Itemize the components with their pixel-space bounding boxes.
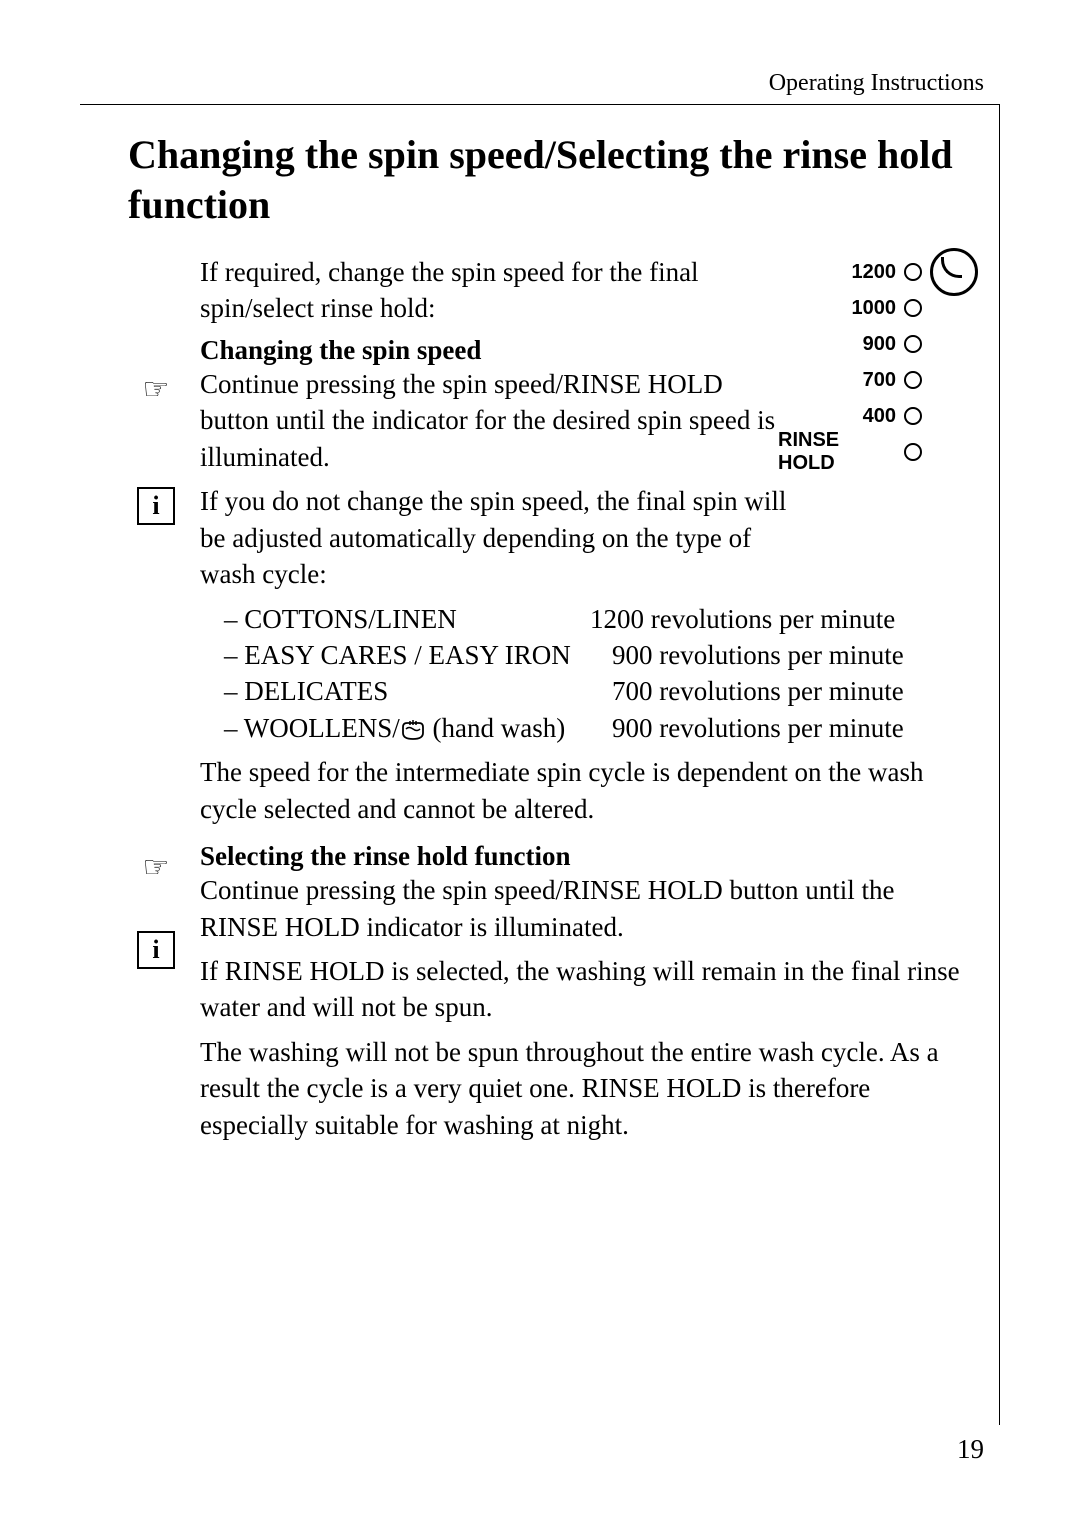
spin-speed-panel: 1200 1000 900 700 400 RINSE HOLD bbox=[778, 254, 978, 470]
info-icon: i bbox=[134, 488, 178, 524]
intermediate-note: The speed for the intermediate spin cycl… bbox=[200, 754, 970, 827]
spin-option-row: 900 bbox=[778, 326, 978, 362]
rpm-value: 1200 revolutions per minute bbox=[590, 601, 970, 637]
pointing-hand-icon: ☞ bbox=[134, 372, 178, 408]
led-icon bbox=[904, 335, 922, 353]
header-section-label: Operating Instructions bbox=[769, 70, 984, 97]
subheading-rinse-hold: Selecting the rinse hold function bbox=[200, 841, 970, 872]
led-icon bbox=[904, 299, 922, 317]
rpm-label-prefix: – WOOLLENS/ bbox=[224, 713, 400, 743]
led-icon bbox=[904, 443, 922, 461]
intro-paragraph: If required, change the spin speed for t… bbox=[200, 254, 740, 327]
pointing-hand-icon: ☞ bbox=[134, 850, 178, 886]
spin-option-label: 900 bbox=[863, 333, 896, 356]
rpm-row: – DELICATES 700 revolutions per minute bbox=[200, 673, 970, 709]
rpm-label: – COTTONS/LINEN bbox=[200, 601, 590, 637]
spin-option-label: 1000 bbox=[852, 297, 897, 320]
rpm-label: – WOOLLENS/ (hand wash) bbox=[200, 710, 590, 746]
spin-dial-icon bbox=[930, 248, 978, 296]
rpm-value: 900 revolutions per minute bbox=[590, 710, 970, 746]
spin-option-label: RINSE HOLD bbox=[778, 429, 896, 475]
rinse-info-p2: The washing will not be spun throughout … bbox=[200, 1034, 970, 1143]
rpm-label: – DELICATES bbox=[200, 673, 590, 709]
rpm-row: – WOOLLENS/ (hand wash) 900 revolutions … bbox=[200, 710, 970, 746]
spin-change-text: Continue pressing the spin speed/RINSE H… bbox=[200, 366, 780, 475]
spin-option-label: 400 bbox=[863, 405, 896, 428]
rinse-hold-text: Continue pressing the spin speed/RINSE H… bbox=[200, 872, 970, 945]
rpm-label-suffix: (hand wash) bbox=[426, 713, 565, 743]
page-content: Changing the spin speed/Selecting the ri… bbox=[128, 130, 970, 1151]
spin-option-row: 1200 bbox=[778, 254, 978, 290]
rinse-info-p1: If RINSE HOLD is selected, the washing w… bbox=[200, 953, 970, 1026]
rpm-label: – EASY CARES / EASY IRON bbox=[200, 637, 590, 673]
spin-option-label: 1200 bbox=[852, 261, 897, 284]
spin-option-label: 700 bbox=[863, 369, 896, 392]
rpm-value: 900 revolutions per minute bbox=[590, 637, 970, 673]
info-icon: i bbox=[134, 932, 178, 968]
rpm-row: – COTTONS/LINEN 1200 revolutions per min… bbox=[200, 601, 970, 637]
rpm-table: – COTTONS/LINEN 1200 revolutions per min… bbox=[200, 601, 970, 747]
spin-option-row: 700 bbox=[778, 362, 978, 398]
auto-adjust-lead: If you do not change the spin speed, the… bbox=[200, 483, 790, 592]
handwash-icon bbox=[400, 719, 426, 743]
rpm-row: – EASY CARES / EASY IRON 900 revolutions… bbox=[200, 637, 970, 673]
rpm-value: 700 revolutions per minute bbox=[590, 673, 970, 709]
led-icon bbox=[904, 263, 922, 281]
led-icon bbox=[904, 407, 922, 425]
page-title: Changing the spin speed/Selecting the ri… bbox=[128, 130, 970, 230]
page-number: 19 bbox=[957, 1434, 984, 1465]
body-block: 1200 1000 900 700 400 RINSE HOLD bbox=[200, 254, 970, 1143]
spin-option-row: RINSE HOLD bbox=[778, 434, 978, 470]
led-icon bbox=[904, 371, 922, 389]
